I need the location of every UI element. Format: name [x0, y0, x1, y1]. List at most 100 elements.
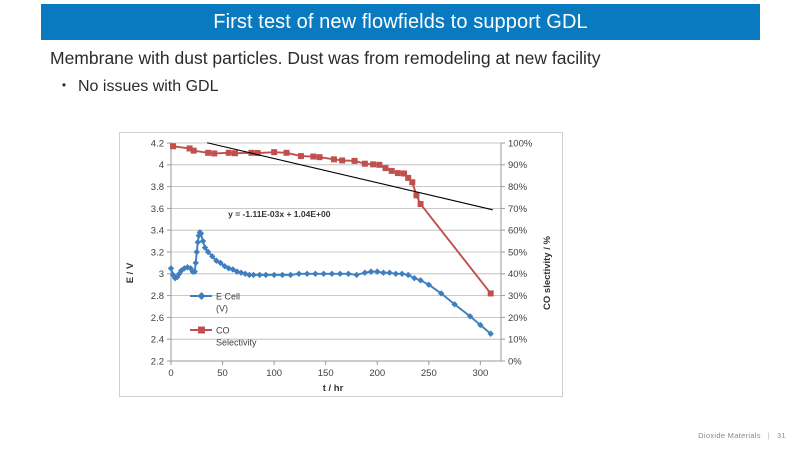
- data-point: [184, 264, 191, 271]
- data-point: [190, 147, 197, 154]
- data-point: [194, 238, 202, 246]
- data-point: [361, 160, 368, 167]
- data-point: [211, 150, 218, 157]
- data-point: [209, 253, 216, 260]
- data-point: [451, 301, 458, 308]
- data-point: [295, 270, 303, 277]
- footer-company: Dioxide Materials: [698, 431, 761, 440]
- page-title: First test of new flowfields to support …: [213, 10, 588, 33]
- data-point: [316, 154, 323, 161]
- data-point: [328, 270, 336, 277]
- slide-body: Membrane with dust particles. Dust was f…: [50, 48, 750, 98]
- secondary-y-axis-tick-label: 10%: [508, 335, 528, 346]
- data-point: [283, 149, 290, 156]
- legend-swatch-marker: [198, 326, 205, 334]
- legend-label: Selectivity: [216, 337, 257, 347]
- chart-annotations: y = -1.11E-03x + 1.04E+00: [228, 209, 331, 219]
- x-axis-title: t / hr: [323, 383, 344, 394]
- secondary-y-axis-tick-label: 70%: [508, 204, 528, 215]
- slide-title-banner: First test of new flowfields to support …: [41, 4, 760, 40]
- data-point: [477, 321, 484, 329]
- data-point: [192, 259, 199, 267]
- bullet-dot-icon: •: [61, 78, 67, 93]
- data-point: [191, 268, 198, 275]
- y-axis-title: E / V: [125, 262, 136, 283]
- secondary-y-axis-tick-label: 0%: [508, 356, 522, 367]
- data-point: [303, 270, 311, 277]
- data-point: [193, 248, 200, 256]
- data-point: [425, 281, 433, 288]
- data-point: [411, 274, 418, 282]
- data-point: [231, 150, 238, 157]
- secondary-y-axis-tick-label: 40%: [508, 269, 528, 280]
- y-axis-tick-label: 4: [159, 160, 164, 171]
- data-point: [250, 271, 257, 279]
- list-item: • No issues with GDL: [50, 77, 750, 98]
- series-line-e-cell: [170, 231, 492, 335]
- data-point: [487, 290, 494, 297]
- trendline-group: [206, 142, 493, 211]
- secondary-y-axis-tick-label: 100%: [508, 138, 533, 149]
- secondary-y-axis-tick-label: 80%: [508, 182, 528, 193]
- x-axis-tick-label: 150: [318, 368, 334, 379]
- data-point: [401, 170, 408, 177]
- y-axis-tick-label: 3.8: [151, 182, 164, 193]
- data-point: [287, 271, 294, 279]
- data-point: [246, 271, 253, 279]
- secondary-y-axis-tick-labels: 0% 10% 20% 30% 40% 50% 60% 70% 80% 90% 100%: [501, 138, 533, 367]
- chart-container: 2.2 2.4 2.6 2.8 3 3.2 3.4 3.6 3.8 4 4.2 0% 10% 20% 30…: [119, 132, 563, 397]
- legend-swatch-marker: [197, 292, 206, 300]
- x-axis-tick-labels: 0 50 100 150 200 250 300: [168, 361, 488, 379]
- data-point: [201, 244, 209, 251]
- data-point: [199, 237, 207, 245]
- data-point: [271, 149, 278, 156]
- y-axis-tick-label: 2.6: [151, 313, 164, 324]
- legend-label: (V): [216, 303, 228, 313]
- data-point: [312, 270, 319, 277]
- data-point: [374, 268, 381, 275]
- secondary-y-axis-tick-label: 90%: [508, 160, 528, 171]
- data-point: [380, 269, 387, 276]
- y-axis-tick-label: 3: [159, 269, 164, 280]
- bullet-list: • No issues with GDL: [50, 77, 750, 98]
- legend-label: E Cell: [216, 291, 240, 301]
- data-point: [270, 271, 278, 279]
- y-axis-tick-label: 2.2: [151, 356, 164, 367]
- data-point: [466, 313, 474, 320]
- secondary-y-axis-tick-label: 30%: [508, 291, 528, 302]
- trendline: [206, 142, 493, 211]
- x-axis-tick-label: 100: [266, 368, 282, 379]
- data-point: [330, 156, 337, 163]
- data-point: [370, 161, 377, 168]
- data-point: [204, 248, 212, 256]
- chart-legend: E Cell (V) CO Selectivity: [190, 291, 257, 347]
- data-point: [413, 192, 420, 199]
- data-point: [170, 143, 177, 150]
- data-point: [205, 149, 212, 156]
- y-axis-tick-label: 3.4: [151, 226, 164, 237]
- secondary-y-axis-tick-label: 50%: [508, 247, 528, 258]
- data-point: [336, 270, 344, 277]
- data-point: [197, 230, 205, 237]
- chart-svg: 2.2 2.4 2.6 2.8 3 3.2 3.4 3.6 3.8 4 4.2 0% 10% 20% 30…: [125, 138, 553, 394]
- lead-paragraph: Membrane with dust particles. Dust was f…: [50, 48, 601, 68]
- y-axis-tick-labels: 2.2 2.4 2.6 2.8 3 3.2 3.4 3.6 3.8 4 4.2: [151, 138, 171, 367]
- data-point: [367, 268, 375, 275]
- y-axis-tick-label: 3.6: [151, 204, 164, 215]
- y-axis-tick-label: 3.2: [151, 247, 164, 258]
- x-axis-tick-label: 50: [217, 368, 228, 379]
- data-point: [388, 167, 395, 174]
- list-item-label: No issues with GDL: [78, 78, 219, 96]
- legend-label: CO: [216, 325, 230, 335]
- data-point: [394, 170, 401, 177]
- secondary-y-axis-title: CO slectivity / %: [542, 235, 553, 309]
- data-point: [254, 150, 261, 157]
- data-point: [353, 271, 360, 279]
- y-axis-tick-label: 2.4: [151, 335, 164, 346]
- data-point: [167, 265, 175, 272]
- data-point: [417, 201, 424, 208]
- footer-page-number: 31: [777, 431, 786, 440]
- secondary-y-axis-tick-label: 60%: [508, 226, 528, 237]
- x-axis-tick-label: 200: [369, 368, 385, 379]
- data-point: [361, 269, 369, 276]
